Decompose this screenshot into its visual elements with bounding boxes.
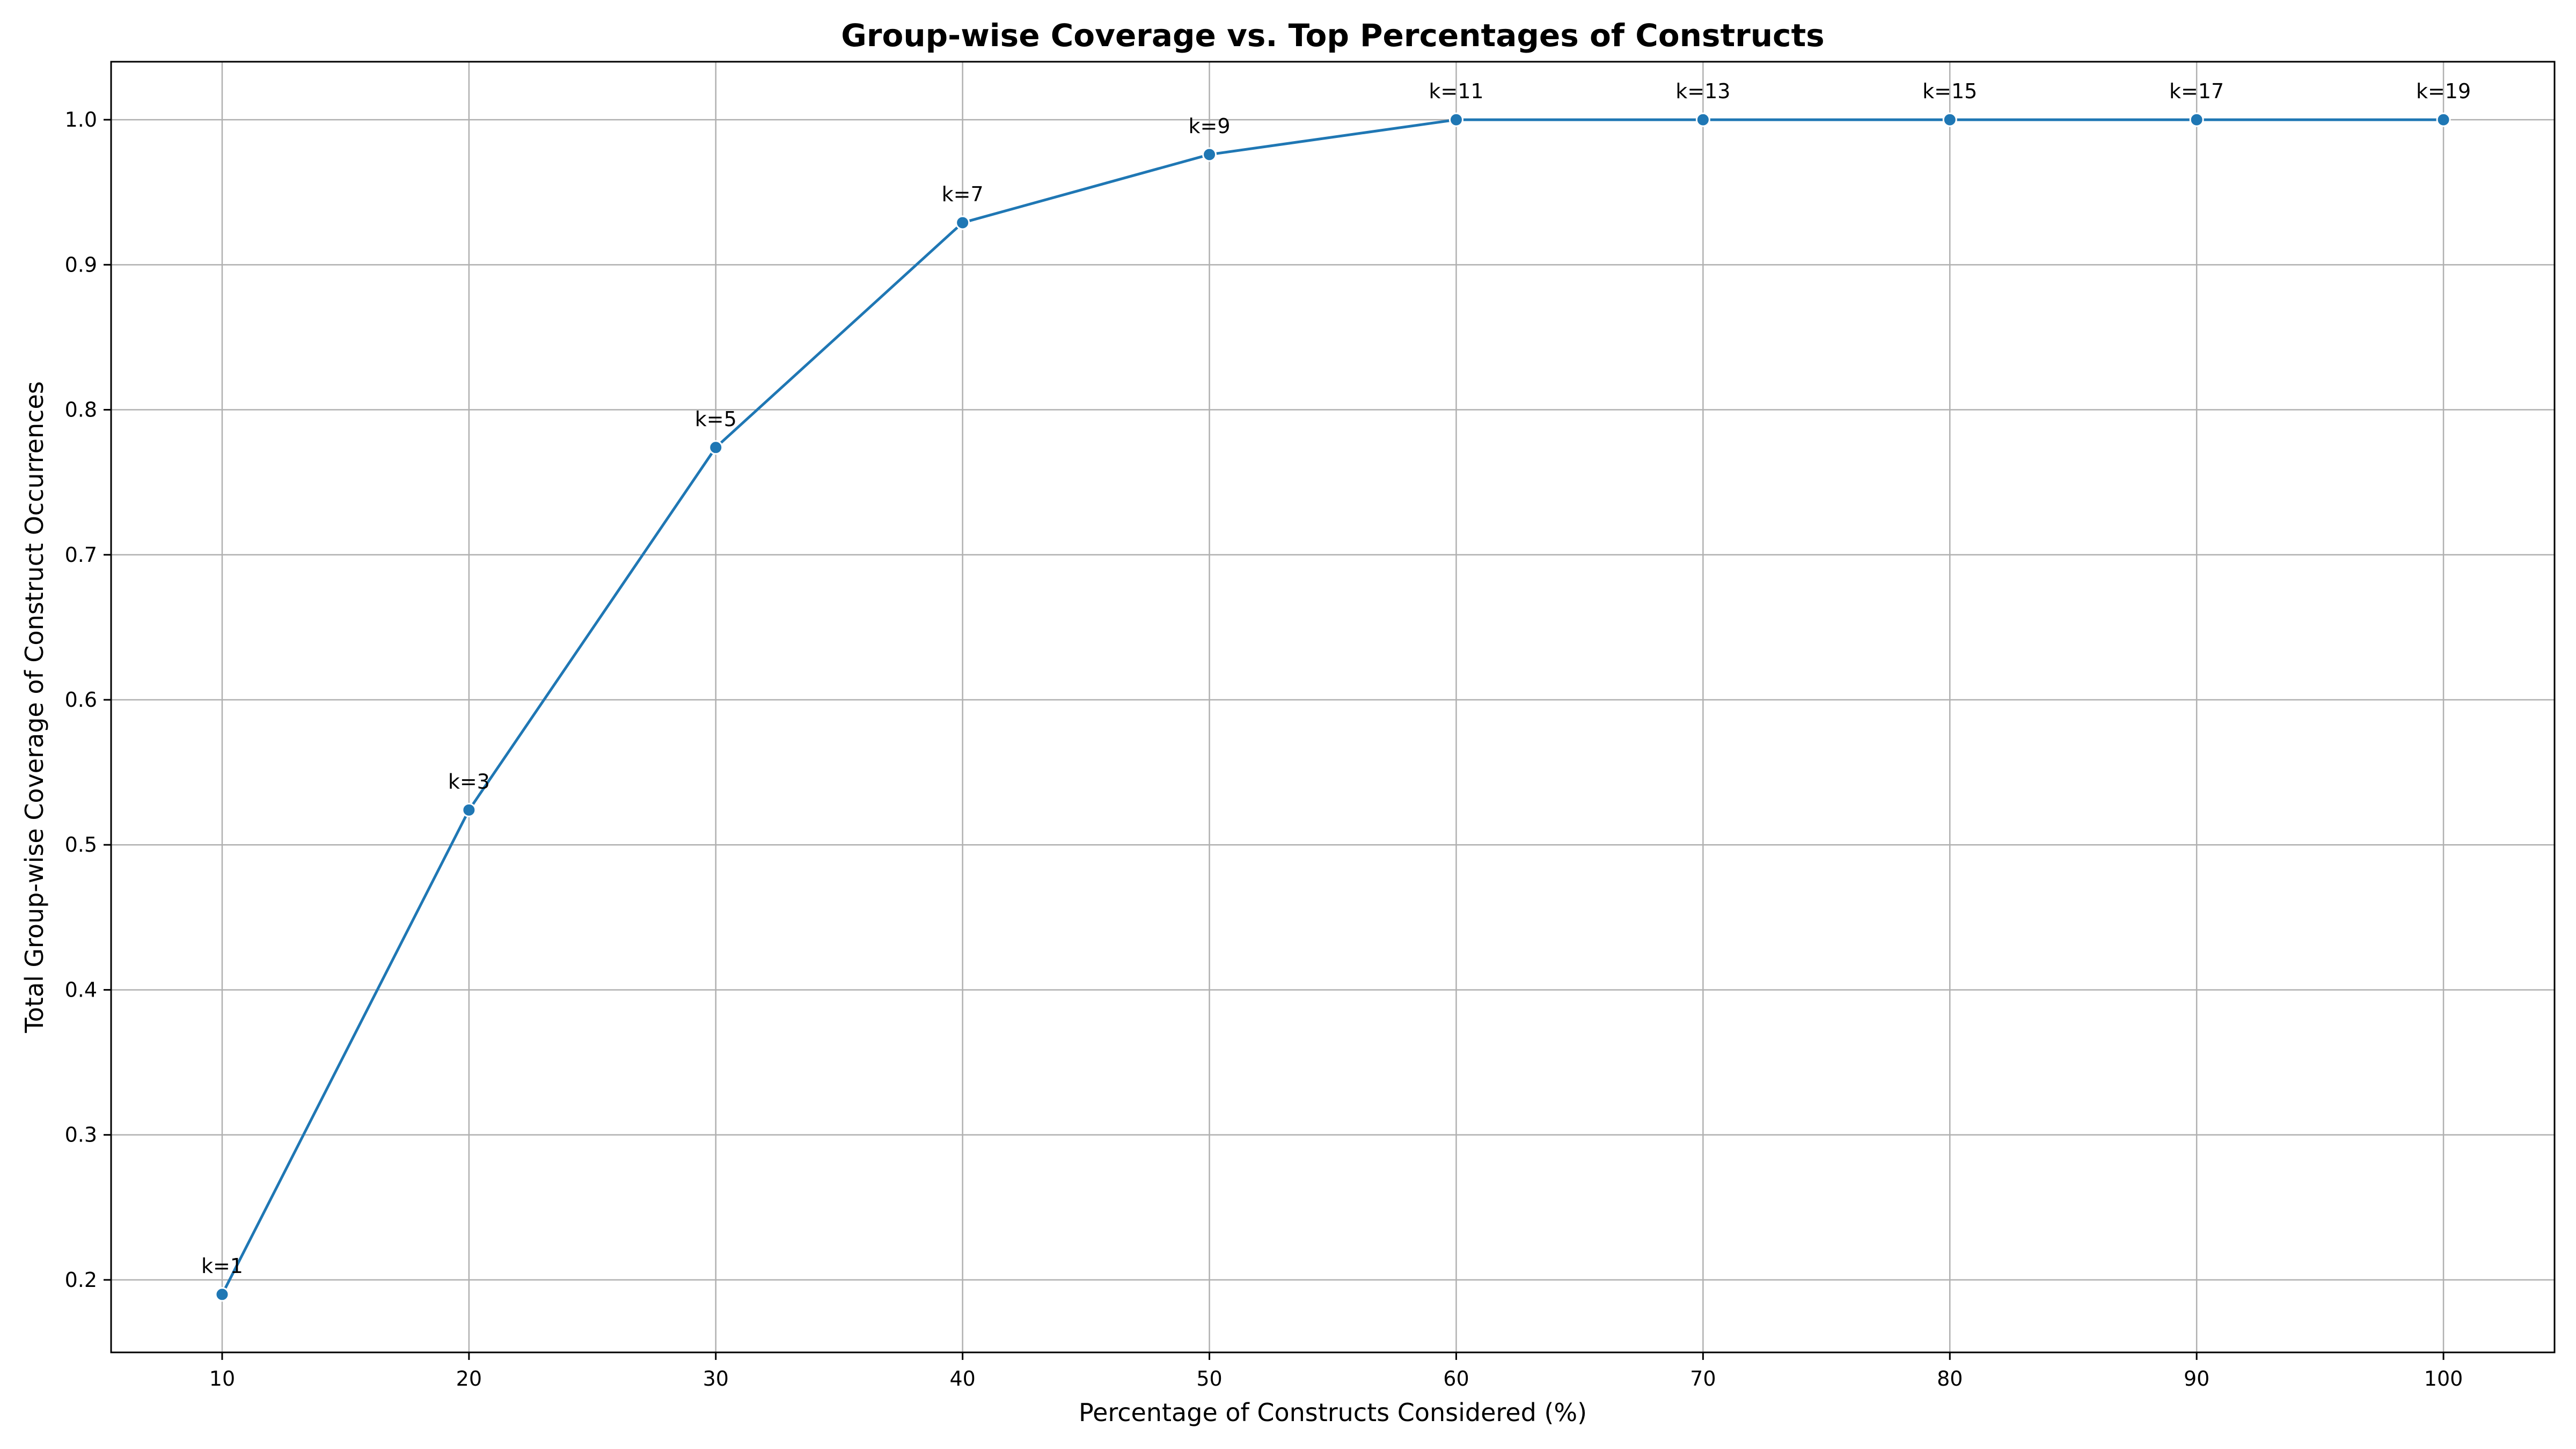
grid-lines xyxy=(111,62,2555,1352)
data-point xyxy=(1202,147,1217,162)
x-tick-label: 30 xyxy=(703,1367,729,1391)
series-line xyxy=(221,118,2445,1296)
x-tick-label: 90 xyxy=(2184,1367,2209,1391)
data-point xyxy=(1448,112,1463,127)
point-label: k=15 xyxy=(1922,79,1977,103)
y-tick-label: 0.3 xyxy=(65,1123,97,1147)
chart-title: Group-wise Coverage vs. Top Percentages … xyxy=(841,17,1824,54)
x-tick-label: 80 xyxy=(1937,1367,1963,1391)
point-label: k=7 xyxy=(942,182,984,206)
point-label: k=11 xyxy=(1429,79,1483,103)
data-point xyxy=(462,802,477,817)
y-tick-label: 0.2 xyxy=(65,1268,97,1292)
point-label: k=3 xyxy=(448,770,490,793)
x-tick-label: 100 xyxy=(2424,1367,2463,1391)
data-point xyxy=(1942,112,1957,127)
plot-frame xyxy=(110,61,2556,1353)
point-label: k=5 xyxy=(695,407,737,431)
data-point xyxy=(708,440,723,455)
point-label: k=9 xyxy=(1189,114,1231,138)
y-tick-label: 0.9 xyxy=(65,253,97,276)
point-labels-layer: k=1 k=3 k=5 k=7 k=9 k=11 k=13 k=15 k=17 k=19 xyxy=(201,79,2471,1278)
y-tick-label: 1.0 xyxy=(65,108,97,131)
y-axis-label: Total Group-wise Coverage of Construct O… xyxy=(20,381,49,1033)
x-tick-label: 60 xyxy=(1443,1367,1469,1391)
x-tick-label: 10 xyxy=(209,1367,235,1391)
point-label: k=1 xyxy=(201,1254,243,1278)
y-tick-label: 0.7 xyxy=(65,543,97,567)
x-tick-label: 40 xyxy=(949,1367,975,1391)
x-tick-label: 20 xyxy=(456,1367,482,1391)
x-axis: 10 20 30 40 50 60 70 80 90 100 xyxy=(209,1352,2463,1391)
point-label: k=17 xyxy=(2169,79,2224,103)
data-point xyxy=(2436,112,2451,127)
x-tick-label: 70 xyxy=(1690,1367,1716,1391)
data-point xyxy=(955,215,970,230)
y-tick-label: 0.4 xyxy=(65,978,97,1001)
point-label: k=19 xyxy=(2416,79,2471,103)
x-axis-label: Percentage of Constructs Considered (%) xyxy=(1079,1398,1587,1427)
data-point xyxy=(215,1287,230,1302)
x-tick-label: 50 xyxy=(1196,1367,1222,1391)
y-tick-label: 0.6 xyxy=(65,688,97,712)
y-tick-label: 0.5 xyxy=(65,833,97,857)
y-axis: 0.2 0.3 0.4 0.5 0.6 0.7 0.8 0.9 1.0 xyxy=(65,108,111,1292)
point-label: k=13 xyxy=(1675,79,1730,103)
data-point xyxy=(1695,112,1710,127)
y-tick-label: 0.8 xyxy=(65,398,97,422)
data-point xyxy=(2189,112,2204,127)
series-layer xyxy=(215,112,2451,1302)
